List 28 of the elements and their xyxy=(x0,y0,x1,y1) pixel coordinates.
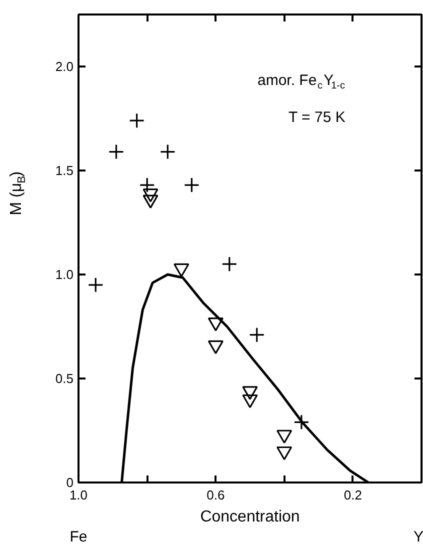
x-tick-label: 1.0 xyxy=(69,488,88,502)
point xyxy=(208,340,224,354)
point xyxy=(160,144,176,160)
point xyxy=(139,177,155,193)
point xyxy=(242,394,258,408)
point xyxy=(184,177,200,193)
point xyxy=(208,318,224,332)
y-tick-label: 0 xyxy=(66,475,74,490)
point xyxy=(129,112,145,128)
point xyxy=(88,277,104,293)
point xyxy=(276,446,292,460)
y-tick-label: 1.5 xyxy=(55,163,74,178)
annotation: T = 75 K xyxy=(288,109,346,126)
y-tick-label: 2.0 xyxy=(55,59,74,74)
y-tick-label: 1.0 xyxy=(55,267,74,282)
x-tick-label: 0.6 xyxy=(206,488,225,502)
text: Fe xyxy=(70,528,88,546)
point xyxy=(249,327,265,343)
x-tick-label: 0.2 xyxy=(344,488,362,502)
point xyxy=(108,144,124,160)
x-axis-title: Concentration xyxy=(200,508,300,526)
point xyxy=(242,386,258,400)
point xyxy=(222,256,238,272)
text: Y xyxy=(413,528,423,546)
y-tick-label: 0.5 xyxy=(55,371,74,386)
y-axis-title: M (μB) xyxy=(8,171,28,216)
point xyxy=(174,263,190,278)
point xyxy=(276,430,292,444)
